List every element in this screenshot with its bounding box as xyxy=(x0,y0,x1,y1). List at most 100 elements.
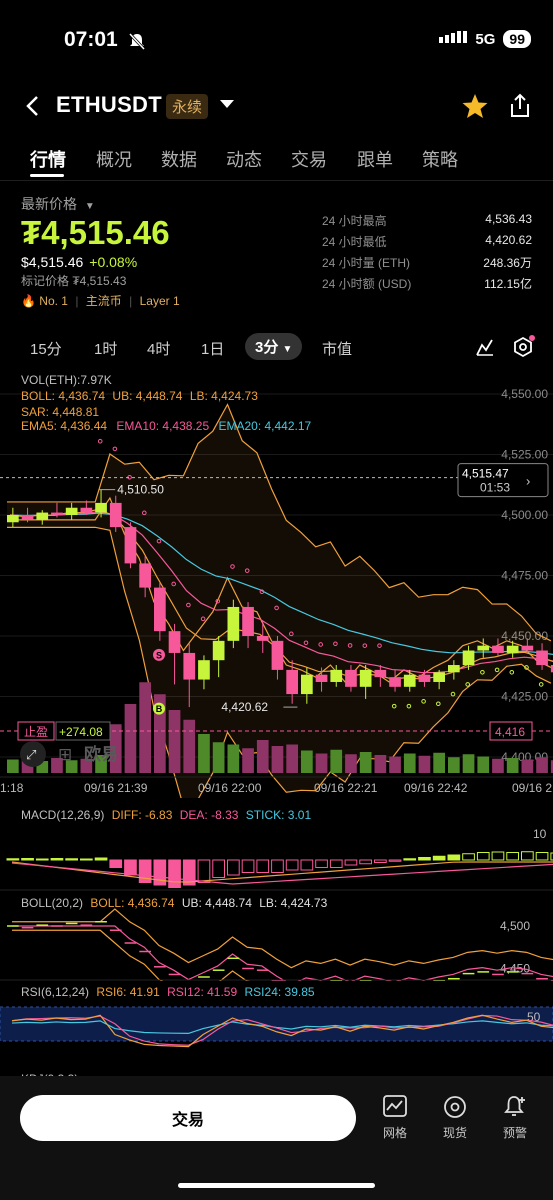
macd-histogram-bar xyxy=(153,859,167,886)
volume-bar xyxy=(168,710,181,773)
x-tick-label: 09/16 22:21 xyxy=(314,781,378,795)
alert-button[interactable]: 预警 xyxy=(493,1094,537,1141)
tag-rank[interactable]: No. 1 xyxy=(39,294,68,308)
sar-dot xyxy=(480,670,485,675)
trade-button[interactable]: 交易 xyxy=(20,1095,356,1141)
volume-bar xyxy=(506,758,519,773)
tab-market[interactable]: 行情 xyxy=(30,150,66,170)
stat-value: 4,420.62 xyxy=(485,233,532,247)
indicator-icon[interactable] xyxy=(475,337,495,357)
sar-dot xyxy=(538,682,544,687)
tf-15m[interactable]: 15分 xyxy=(30,341,62,358)
watermark-logo-icon: ⊞ xyxy=(58,745,72,764)
tab-overview[interactable]: 概况 xyxy=(96,150,132,170)
caret-down-icon[interactable] xyxy=(220,100,234,110)
sell-marker xyxy=(153,648,165,661)
macd-stick: STICK: 3.01 xyxy=(245,808,312,822)
sar-dot xyxy=(215,598,221,604)
usd-price: $4,515.46 xyxy=(21,254,84,270)
stop-loss-value: 4,416 xyxy=(495,725,525,739)
buy-marker-label: B xyxy=(156,704,163,714)
caret-down-icon: ▼ xyxy=(282,344,293,355)
stat-row: 24 小时量 (ETH) 248.36万 xyxy=(322,254,532,275)
back-icon[interactable] xyxy=(24,95,42,117)
candle-body xyxy=(330,669,343,682)
current-price-label: 4,515.47 xyxy=(462,467,509,481)
spot-button[interactable]: 现货 xyxy=(433,1094,477,1141)
countdown-label: 01:53 xyxy=(480,481,510,495)
tf-marketcap[interactable]: 市值 xyxy=(322,341,353,358)
candle-body xyxy=(448,665,460,673)
sar-dot xyxy=(303,640,309,646)
rsi-label: RSI(6,12,24) xyxy=(21,985,90,999)
volume-bar xyxy=(36,761,49,773)
candle-body xyxy=(95,502,107,513)
macd-histogram-bar xyxy=(65,858,79,861)
take-profit-label: 止盈 xyxy=(24,725,48,739)
volume-bar xyxy=(139,682,151,773)
sar-dot xyxy=(494,667,500,673)
status-time: 07:01 xyxy=(64,28,118,51)
candle-body xyxy=(139,563,151,588)
volume-bar xyxy=(448,757,460,773)
candle-body xyxy=(212,640,225,661)
boll-upper-line xyxy=(7,403,552,642)
grid-button[interactable]: 网格 xyxy=(373,1094,417,1141)
candle-body xyxy=(536,650,548,666)
tab-data[interactable]: 数据 xyxy=(161,150,197,170)
rsi24-value: RSI24: 39.85 xyxy=(244,985,315,999)
tag-layer[interactable]: Layer 1 xyxy=(139,294,180,308)
symbol-title[interactable]: ETHUSDT xyxy=(56,92,162,117)
macd-label: MACD(12,26,9) xyxy=(21,808,105,822)
status-indicators: 5G 99 xyxy=(439,30,531,48)
rsi6-value: RSI6: 41.91 xyxy=(96,985,160,999)
high-price-label: 4,510.50 xyxy=(117,483,164,497)
volume-bar xyxy=(154,694,166,773)
boll-sub-mid xyxy=(12,925,553,981)
tf-3m[interactable]: 3分 ▼ xyxy=(245,333,303,360)
tab-trade[interactable]: 交易 xyxy=(291,150,327,170)
sar-dot xyxy=(362,643,368,648)
rsi-chart[interactable]: 50 xyxy=(0,981,553,1076)
tab-strategy[interactable]: 策略 xyxy=(422,150,458,170)
macd-histogram-bar xyxy=(315,859,328,868)
tp-value: +274.08 xyxy=(59,725,103,739)
rsi12-line xyxy=(11,1014,553,1046)
macd-histogram-bar xyxy=(388,859,402,862)
tab-feed[interactable]: 动态 xyxy=(226,150,262,170)
tf-1d[interactable]: 1日 xyxy=(201,341,225,358)
volume-bar xyxy=(301,750,313,773)
candle-body xyxy=(124,527,137,564)
candle-body xyxy=(154,587,166,632)
tab-copy[interactable]: 跟单 xyxy=(357,150,393,170)
stat-value: 4,536.43 xyxy=(485,212,532,226)
sar-dot xyxy=(156,538,162,544)
volume-bar xyxy=(374,755,387,773)
candle-body xyxy=(21,515,34,520)
sar-dot xyxy=(230,564,235,569)
settings-icon[interactable] xyxy=(511,335,535,359)
macd-histogram-bar xyxy=(21,858,34,861)
tag-sector[interactable]: 主流币 xyxy=(85,294,122,308)
sar-dot xyxy=(142,510,147,516)
usd-price-line: $4,515.46 +0.08% xyxy=(21,254,137,270)
macd-histogram-bar xyxy=(109,859,123,868)
stat-row: 24 小时最高 4,536.43 xyxy=(322,212,532,233)
volume-bar xyxy=(65,760,78,773)
volume-bar xyxy=(433,752,445,773)
candlestick-chart[interactable]: 4,550.00 4,525.00 4,500.00 4,475.00 4,450.00… xyxy=(0,368,553,798)
volume-bar xyxy=(242,748,254,773)
star-icon[interactable] xyxy=(461,92,489,120)
candle-body xyxy=(521,645,534,651)
y-tick-label: 4,425.00 xyxy=(501,690,548,704)
last-price-selector[interactable]: 最新价格 ▼ xyxy=(21,194,95,214)
tf-1h[interactable]: 1时 xyxy=(94,341,118,358)
volume-bar xyxy=(271,746,284,773)
current-price-box xyxy=(457,463,549,498)
tf-4h[interactable]: 4时 xyxy=(147,341,171,358)
vol-legend: VOL(ETH):7.97K xyxy=(21,373,112,387)
share-icon[interactable] xyxy=(508,92,532,120)
macd-chart[interactable]: 10 xyxy=(0,803,553,891)
main-tabs: 行情 概况 数据 动态 交易 跟单 策略 xyxy=(0,140,553,180)
